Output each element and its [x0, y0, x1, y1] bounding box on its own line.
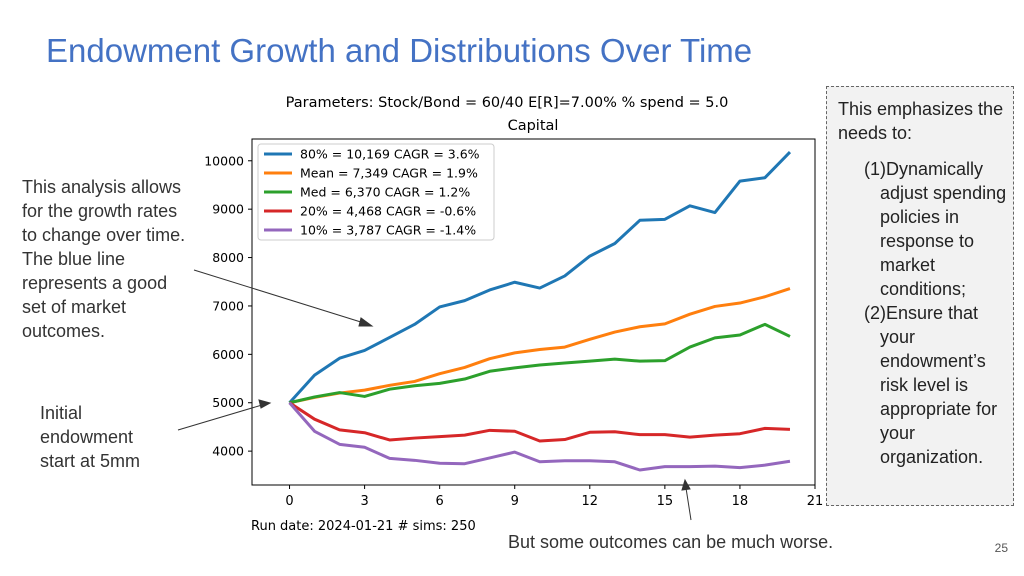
legend-label: Mean = 7,349 CAGR = 1.9% — [300, 166, 478, 181]
series-line — [288, 401, 791, 472]
x-tick-label: 21 — [807, 494, 824, 509]
legend-label: 10% = 3,787 CAGR = -1.4% — [300, 223, 476, 238]
y-tick-label: 4000 — [212, 444, 244, 459]
y-tick-label: 7000 — [212, 298, 244, 313]
legend-label: Med = 6,370 CAGR = 1.2% — [300, 185, 470, 200]
page-number: 25 — [994, 541, 1008, 555]
x-tick-label: 15 — [657, 494, 674, 509]
emphasis-item: (2)Ensure that your endowment’s risk lev… — [864, 303, 998, 467]
emphasis-intro: This emphasizes the needs to: — [838, 99, 1004, 143]
x-tick-label: 18 — [732, 494, 749, 509]
y-tick-label: 10000 — [204, 153, 244, 168]
x-tick-label: 12 — [582, 494, 599, 509]
x-tick-label: 3 — [360, 494, 368, 509]
series-line — [289, 322, 791, 405]
y-tick-label: 8000 — [212, 250, 244, 265]
series-line — [289, 287, 791, 405]
slide-title: Endowment Growth and Distributions Over … — [46, 32, 753, 69]
legend-label: 20% = 4,468 CAGR = -0.6% — [300, 204, 476, 219]
legend-label: 80% = 10,169 CAGR = 3.6% — [300, 147, 480, 162]
y-tick-label: 9000 — [212, 202, 244, 217]
y-tick-label: 6000 — [212, 347, 244, 362]
series-line — [288, 151, 792, 404]
emphasis-box: This emphasizes the needs to: (1)Dynamic… — [826, 86, 1014, 506]
chart-title: Parameters: Stock/Bond = 60/40 E[R]=7.00… — [286, 95, 729, 111]
worse-outcomes-note: But some outcomes can be much worse. — [508, 532, 834, 552]
series-line — [288, 401, 791, 443]
chart-footer: Run date: 2024-01-21 # sims: 250 — [251, 519, 476, 534]
y-tick-label: 5000 — [212, 395, 244, 410]
analysis-note: This analysis allows for the growth rate… — [22, 177, 186, 341]
annotation-arrows — [177, 269, 692, 521]
x-tick-label: 0 — [285, 494, 293, 509]
emphasis-item: (1)Dynamically adjust spending policies … — [864, 159, 1007, 299]
plot-frame — [251, 138, 816, 486]
initial-endowment-note: Initial endowment start at 5mm — [40, 403, 141, 471]
chart-subtitle: Capital — [508, 118, 559, 134]
legend-box — [257, 143, 495, 241]
emphasis-list: (1)Dynamically adjust spending policies … — [838, 157, 1013, 469]
x-tick-label: 6 — [436, 494, 444, 509]
x-tick-label: 9 — [511, 494, 519, 509]
